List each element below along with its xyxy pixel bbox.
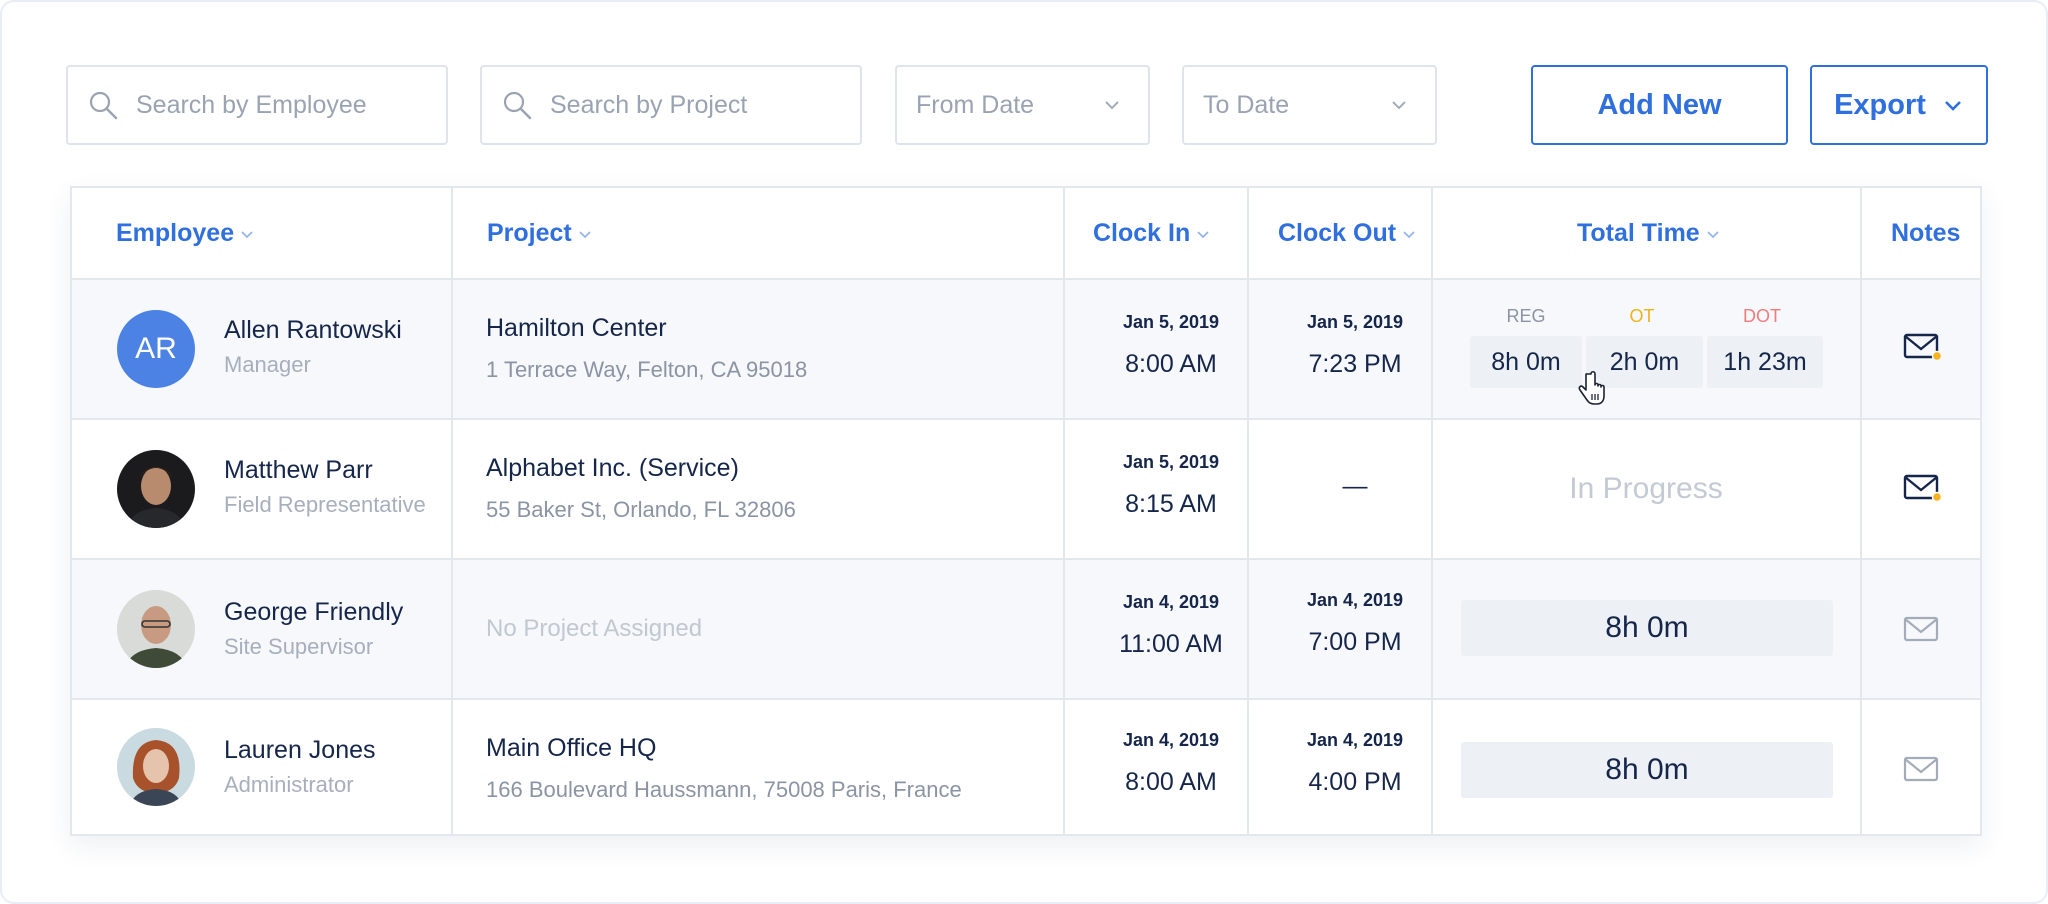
mail-icon[interactable] (1903, 332, 1943, 362)
clock-in-date: Jan 4, 2019 (1122, 592, 1220, 612)
search-employee-input[interactable]: Search by Employee (66, 65, 448, 145)
clock-out-empty: — (1342, 472, 1368, 500)
table-row[interactable]: Lauren Jones Administrator Main Office H… (72, 700, 1980, 834)
column-header-clock-in[interactable]: Clock In (1093, 188, 1210, 278)
column-label: Notes (1891, 218, 1961, 247)
project-none: No Project Assigned (486, 615, 703, 642)
clock-in-date: Jan 5, 2019 (1122, 452, 1220, 472)
employee-name: Matthew Parr (224, 456, 373, 484)
clock-out-date: Jan 4, 2019 (1306, 590, 1404, 610)
table-row[interactable]: AR Allen Rantowski Manager Hamilton Cent… (72, 280, 1980, 420)
timesheet-table: Employee Project Clock In Clock Out (70, 186, 1982, 836)
search-project-input[interactable]: Search by Project (480, 65, 862, 145)
project-name: Hamilton Center (486, 314, 667, 342)
column-divider (1247, 188, 1249, 834)
avatar (117, 728, 195, 806)
chevron-down-icon (1197, 231, 1209, 239)
column-label: Total Time (1577, 218, 1700, 247)
column-header-employee[interactable]: Employee (116, 188, 254, 278)
from-date-label: From Date (916, 90, 1035, 119)
column-header-notes: Notes (1891, 188, 1960, 278)
avatar (117, 450, 195, 528)
avatar-initials: AR (135, 332, 177, 365)
employee-role: Site Supervisor (224, 634, 374, 659)
column-header-clock-out[interactable]: Clock Out (1278, 188, 1416, 278)
mail-icon[interactable] (1903, 473, 1943, 503)
column-divider (1431, 188, 1433, 834)
chevron-down-icon (1945, 101, 1961, 111)
column-header-project[interactable]: Project (487, 188, 592, 278)
table-header-row: Employee Project Clock In Clock Out (72, 188, 1980, 280)
employee-role: Administrator (224, 772, 354, 797)
project-name: Alphabet Inc. (Service) (486, 454, 739, 482)
add-new-button[interactable]: Add New (1531, 65, 1788, 145)
mail-icon[interactable] (1903, 755, 1943, 785)
clock-out-time: 7:23 PM (1308, 350, 1402, 378)
project-address: 55 Baker St, Orlando, FL 32806 (486, 497, 796, 522)
ot-time-pill[interactable]: 2h 0m (1586, 336, 1703, 388)
chevron-down-icon (1105, 101, 1119, 110)
employee-name: Lauren Jones (224, 736, 376, 764)
chevron-down-icon (241, 231, 253, 239)
column-label: Clock Out (1278, 218, 1397, 247)
project-address: 1 Terrace Way, Felton, CA 95018 (486, 357, 808, 382)
column-divider (1860, 188, 1862, 834)
avatar: AR (117, 310, 195, 388)
column-label: Clock In (1093, 218, 1191, 247)
clock-in-time: 8:15 AM (1125, 490, 1217, 518)
to-date-label: To Date (1203, 90, 1290, 119)
search-icon (89, 91, 118, 120)
export-button[interactable]: Export (1810, 65, 1988, 145)
ot-label: OT (1629, 306, 1655, 326)
export-label: Export (1834, 88, 1926, 121)
total-time-pill[interactable]: 8h 0m (1461, 600, 1833, 656)
from-date-select[interactable]: From Date (895, 65, 1150, 145)
search-project-placeholder: Search by Project (550, 90, 748, 119)
table-row[interactable]: George Friendly Site Supervisor No Proje… (72, 560, 1980, 700)
project-address: 166 Boulevard Haussmann, 75008 Paris, Fr… (486, 777, 962, 802)
clock-out-date: Jan 5, 2019 (1306, 312, 1404, 332)
search-icon (503, 91, 532, 120)
chevron-down-icon (1392, 101, 1406, 110)
employee-role: Manager (224, 352, 311, 377)
dot-label: DOT (1743, 306, 1781, 326)
project-name: Main Office HQ (486, 734, 657, 762)
search-employee-placeholder: Search by Employee (136, 90, 367, 119)
clock-out-time: 7:00 PM (1308, 628, 1402, 656)
clock-in-date: Jan 4, 2019 (1122, 730, 1220, 750)
clock-in-time: 11:00 AM (1119, 630, 1223, 658)
total-time-pill[interactable]: 8h 0m (1461, 742, 1833, 798)
toolbar: Search by Employee Search by Project Fro… (66, 65, 1988, 145)
clock-in-date: Jan 5, 2019 (1122, 312, 1220, 332)
clock-in-time: 8:00 AM (1125, 350, 1217, 378)
clock-out-date: Jan 4, 2019 (1306, 730, 1404, 750)
add-new-label: Add New (1597, 88, 1722, 121)
mail-icon[interactable] (1903, 615, 1943, 645)
table-row[interactable]: Matthew Parr Field Representative Alphab… (72, 420, 1980, 560)
chevron-down-icon (1403, 231, 1415, 239)
chevron-down-icon (579, 231, 591, 239)
clock-out-time: 4:00 PM (1308, 768, 1402, 796)
employee-name: George Friendly (224, 598, 404, 626)
employee-role: Field Representative (224, 492, 426, 517)
clock-in-time: 8:00 AM (1125, 768, 1217, 796)
reg-label: REG (1506, 306, 1546, 326)
column-divider (451, 188, 453, 834)
column-divider (1063, 188, 1065, 834)
chevron-down-icon (1707, 231, 1719, 239)
column-header-total-time[interactable]: Total Time (1577, 188, 1720, 278)
column-label: Employee (116, 218, 235, 247)
reg-time-pill[interactable]: 8h 0m (1470, 336, 1582, 388)
cursor-hand-icon (1578, 370, 1605, 405)
to-date-select[interactable]: To Date (1182, 65, 1437, 145)
dot-time-pill[interactable]: 1h 23m (1707, 336, 1823, 388)
status-in-progress: In Progress (1569, 472, 1723, 505)
employee-name: Allen Rantowski (224, 316, 402, 344)
avatar (117, 590, 195, 668)
column-label: Project (487, 218, 572, 247)
